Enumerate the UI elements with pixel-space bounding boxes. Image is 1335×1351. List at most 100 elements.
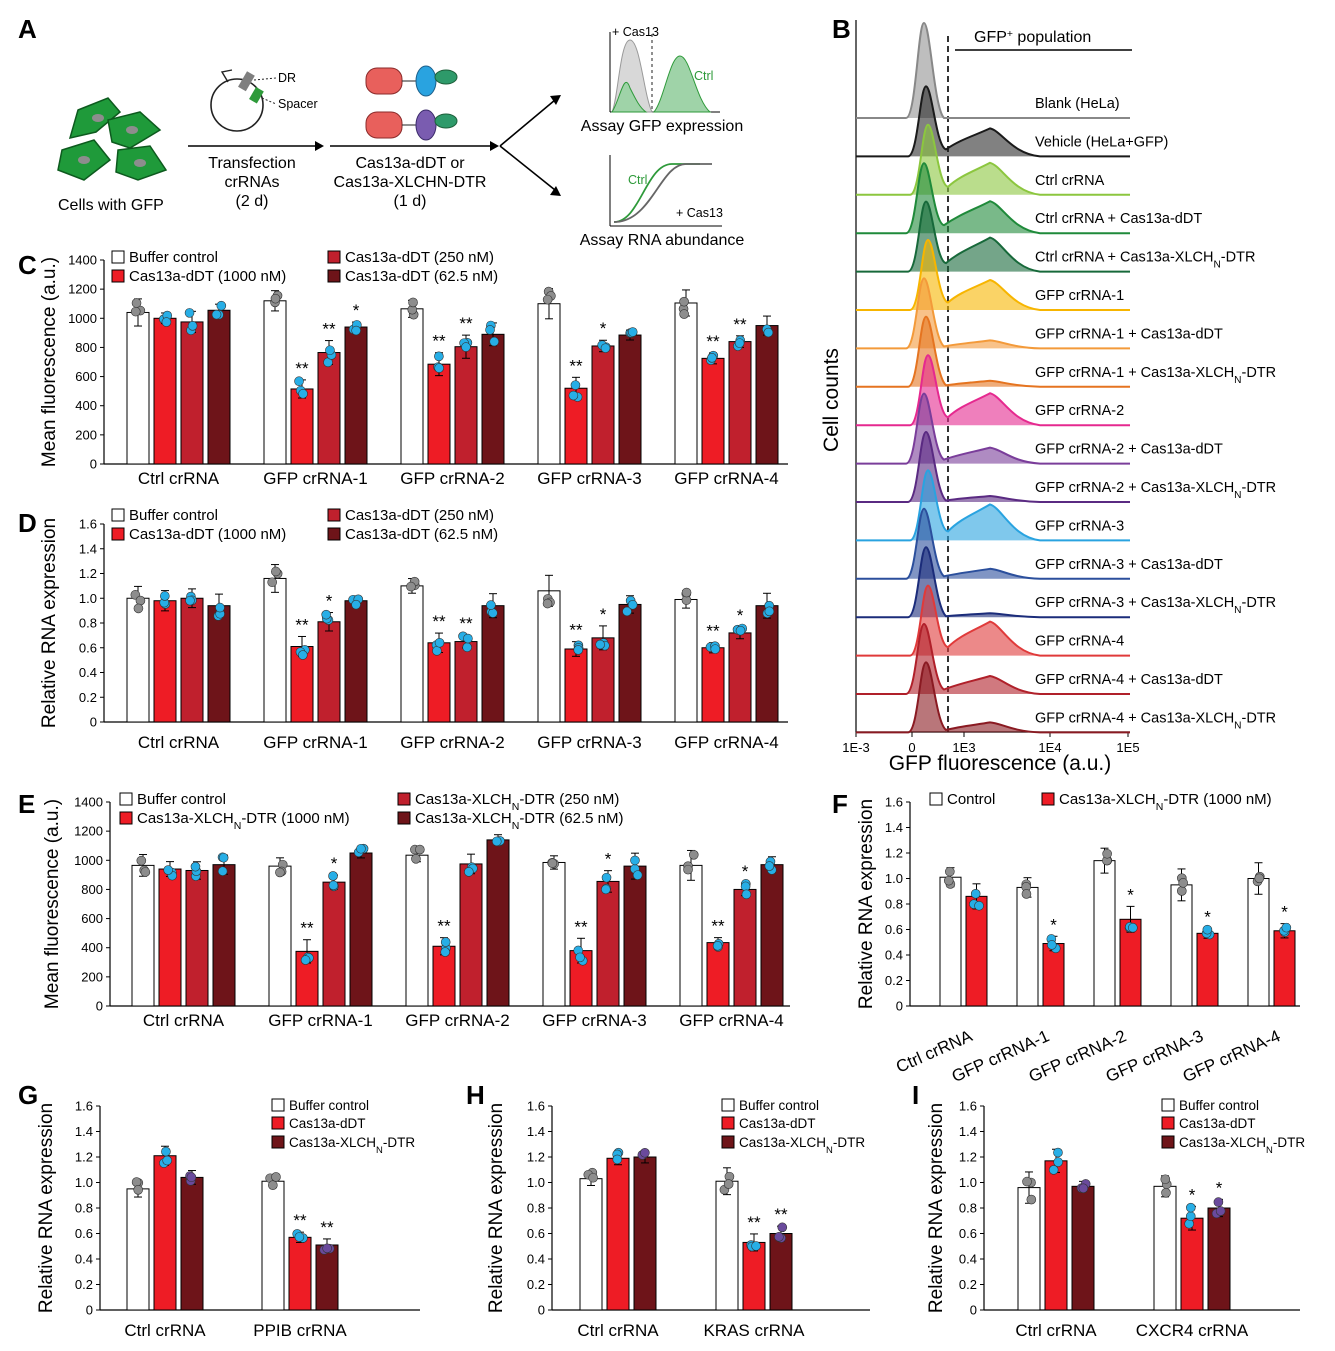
data-point: [943, 875, 954, 886]
y-tick-label: 600: [81, 911, 103, 926]
bar: [400, 585, 424, 723]
histogram-label: GFP crRNA-1 + Cas13a-XLCHN-DTR: [1035, 365, 1276, 386]
data-point: [575, 952, 585, 963]
y-tick-label: 800: [75, 340, 97, 355]
bar-c-0-3: [207, 300, 231, 465]
label-part: -DTR (1000 nM): [241, 810, 349, 827]
data-point: [1102, 848, 1112, 859]
data-point: [215, 602, 225, 613]
data-point: [267, 577, 277, 588]
chart-h: 0 0.2 0.4 0.6 0.8 1.0 1.2 1.4 1.6 Relative RNA ex…: [486, 1098, 870, 1340]
bar: [1196, 932, 1219, 1007]
bar: [268, 865, 292, 1007]
data-point: [218, 852, 229, 863]
bar: [263, 300, 287, 465]
label-part: -DTR: [833, 1135, 865, 1150]
bar-e-3-3: [623, 852, 647, 1007]
data-point: [679, 309, 689, 319]
data-point: [271, 1172, 281, 1182]
dr-label: DR: [278, 71, 296, 85]
data-point: [601, 884, 611, 895]
significance-label: *: [353, 301, 360, 320]
category-label: Ctrl crRNA: [138, 469, 220, 488]
data-point: [298, 650, 308, 660]
histogram-line: [856, 85, 1130, 158]
legend-swatch: [721, 1135, 735, 1149]
data-point: [1202, 924, 1213, 935]
data-point: [1048, 1165, 1059, 1175]
bar: [180, 597, 204, 723]
bar-f-4-1: *: [1273, 903, 1296, 1007]
label-part: GFP crRNA-2 + Cas13a-XLCH: [1035, 480, 1234, 496]
data-point: [1176, 886, 1187, 896]
histogram-line: [856, 354, 1130, 427]
bar-f-3-0: [1170, 868, 1193, 1007]
data-point: [268, 1180, 278, 1191]
bar-c-1-2: **: [317, 320, 341, 465]
y-tick-label: 0.8: [75, 1201, 93, 1216]
label-sub: N: [1156, 801, 1164, 813]
data-point: [406, 581, 416, 592]
histogram-label: GFP crRNA-1 + Cas13a-dDT: [1035, 326, 1223, 342]
legend-label: Buffer control: [289, 1098, 369, 1113]
bar-e-4-1: **: [706, 917, 730, 1007]
bar-c-2-0: [400, 297, 424, 465]
bar: [965, 895, 988, 1007]
cas13-top-label: + Cas13: [612, 25, 659, 39]
data-point: [162, 1155, 172, 1166]
data-point: [600, 343, 611, 353]
data-point: [271, 566, 281, 577]
y-tick-label: 0.2: [959, 1277, 977, 1292]
legend-label: Cas13a-dDT: [1179, 1116, 1256, 1131]
bar: [1071, 1185, 1095, 1311]
legend-swatch: [119, 811, 133, 825]
bar: [405, 854, 429, 1007]
bar-c-3-2: *: [591, 319, 615, 465]
bar: [674, 302, 698, 465]
data-point: [723, 1179, 734, 1189]
data-point: [1022, 1176, 1032, 1187]
bar: [212, 864, 236, 1007]
data-point: [1161, 1188, 1171, 1198]
significance-label: *: [1216, 1178, 1223, 1197]
bar: [1273, 930, 1296, 1007]
legend-label: Cas13a-XLCHN-DTR: [289, 1135, 415, 1156]
category-label: GFP crRNA-2: [405, 1011, 510, 1030]
bar-g-0-2: [180, 1170, 204, 1311]
y-tick-label: 400: [81, 940, 103, 955]
gate-label-sup: +: [1007, 29, 1013, 40]
data-point: [463, 633, 473, 644]
data-point: [740, 881, 751, 892]
y-tick-label: 0.4: [527, 1252, 545, 1267]
data-point: [774, 1232, 784, 1242]
bar: [317, 352, 341, 465]
y-tick-label: 0.8: [959, 1201, 977, 1216]
bar-e-2-0: [405, 844, 429, 1007]
label-sub: N: [1234, 605, 1241, 616]
label-sub: N: [1213, 259, 1220, 270]
legend-swatch: [271, 1135, 285, 1149]
label-part: -DTR: [1273, 1135, 1305, 1150]
y-tick-label: 1.6: [959, 1099, 977, 1114]
y-tick-label: 1.2: [527, 1150, 545, 1165]
bar-e-1-0: [268, 857, 292, 1007]
data-point: [488, 608, 498, 618]
chart-g: 0 0.2 0.4 0.6 0.8 1.0 1.2 1.4 1.6 Relative RNA ex…: [36, 1098, 420, 1340]
bar-d-3-0: [537, 574, 561, 723]
bar-i-0-0: [1017, 1171, 1041, 1311]
mini-sigmoid: [609, 155, 722, 227]
bar: [715, 1180, 739, 1311]
legend-label: Cas13a-dDT (250 nM): [345, 507, 494, 524]
cas13-bottom-label: + Cas13: [676, 206, 723, 220]
data-point: [217, 866, 228, 877]
bar-e-4-2: *: [733, 862, 757, 1007]
label-part: -DTR: [383, 1135, 415, 1150]
significance-label: **: [774, 1205, 788, 1224]
bar: [315, 1244, 339, 1311]
histogram-label: GFP crRNA-4 + Cas13a-XLCHN-DTR: [1035, 710, 1276, 731]
data-point: [270, 293, 281, 304]
y-tick-label: 0.4: [959, 1252, 977, 1267]
data-point: [1254, 873, 1265, 884]
y-axis-label: Relative RNA expression: [486, 1103, 507, 1313]
significance-label: **: [711, 917, 725, 936]
